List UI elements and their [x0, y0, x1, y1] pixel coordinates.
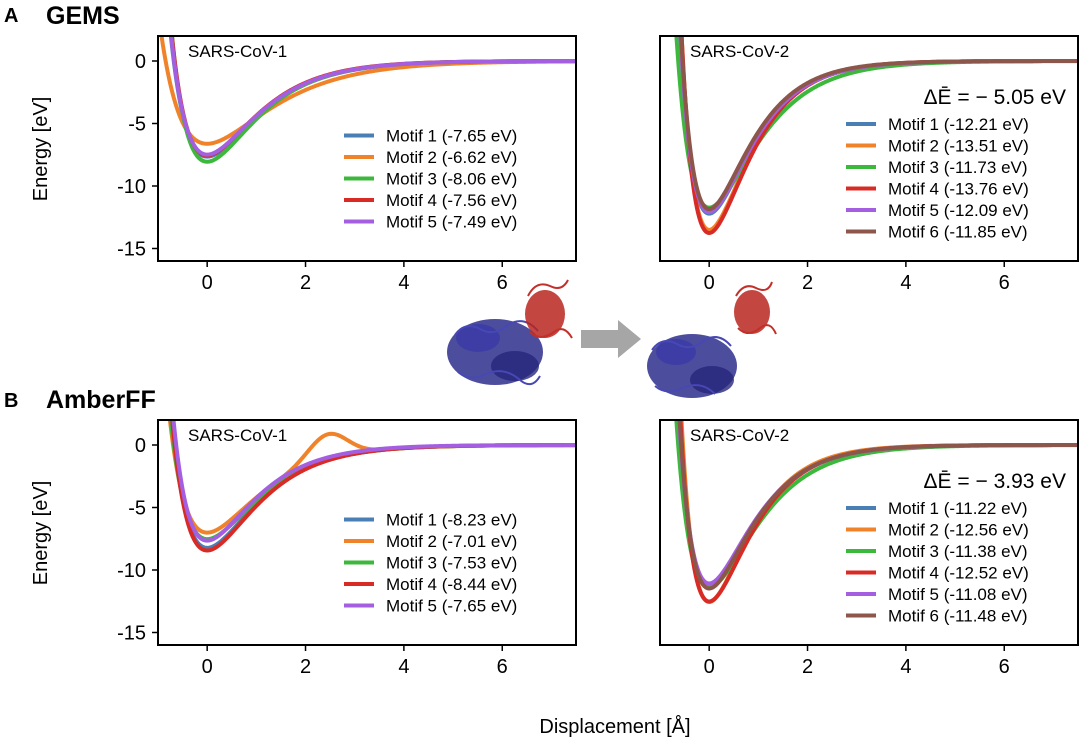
chart-gems-cov1: 0 2 4 6 0 -5 -10 -15 SARS-CoV-1 Motif 1 (-7.65 eV… — [117, 35, 577, 294]
legend-entry: Motif 4 (-7.56 eV) — [386, 191, 517, 210]
legend-entry: Motif 5 (-7.49 eV) — [386, 213, 517, 232]
xlabel-shared: Displacement [Å] — [539, 715, 690, 738]
axes-frame — [157, 419, 577, 646]
y-tick-label: 0 — [135, 51, 146, 73]
series-lines — [159, 36, 576, 164]
legend: Motif 1 (-11.22 eV) Motif 2 (-12.56 eV) Mo… — [846, 499, 1029, 626]
y-tick-label: -5 — [128, 114, 146, 136]
row-b-title: AmberFF — [46, 386, 156, 414]
x-tick-label: 4 — [900, 272, 911, 294]
legend-entry: Motif 1 (-7.65 eV) — [386, 127, 517, 146]
right-arrow-icon — [581, 320, 641, 358]
series-line-motif-6 — [677, 420, 1078, 591]
legend-entry: Motif 3 (-11.73 eV) — [888, 158, 1028, 177]
x-tick-label: 0 — [704, 656, 715, 678]
x-tick-label: 2 — [300, 272, 311, 294]
row-a-title: GEMS — [46, 2, 120, 30]
legend: Motif 1 (-8.23 eV) Motif 2 (-7.01 eV) Moti… — [344, 511, 517, 616]
x-tick-label: 6 — [497, 272, 508, 294]
y-tick-label: -5 — [128, 498, 146, 520]
ylabel-row-a: Energy [eV] — [30, 97, 52, 202]
legend-entry: Motif 3 (-11.38 eV) — [888, 542, 1028, 561]
y-tick-label: -10 — [117, 176, 146, 198]
delta-energy-annotation: ΔĒ = − 3.93 eV — [924, 470, 1066, 493]
series-line-motif-6 — [679, 36, 1078, 212]
x-tick-label: 6 — [999, 656, 1010, 678]
legend-entry: Motif 1 (-11.22 eV) — [888, 499, 1028, 518]
protein-complex-illustration — [447, 279, 777, 398]
legend-entry: Motif 5 (-11.08 eV) — [888, 585, 1028, 604]
legend-entry: Motif 3 (-7.53 eV) — [386, 554, 517, 573]
series-line-motif-5 — [169, 36, 576, 157]
ylabel-row-b: Energy [eV] — [30, 481, 52, 586]
y-tick-label: -10 — [117, 560, 146, 582]
x-tick-label: 0 — [202, 656, 213, 678]
series-line-motif-5 — [171, 420, 576, 543]
protein-right-blue — [647, 334, 737, 398]
legend-entry: Motif 3 (-8.06 eV) — [386, 170, 517, 189]
panel-title: SARS-CoV-2 — [690, 426, 789, 445]
delta-energy-annotation: ΔĒ = − 5.05 eV — [924, 86, 1066, 109]
protein-right-red — [734, 281, 777, 335]
x-tick-label: 2 — [802, 272, 813, 294]
y-tick-label: 0 — [135, 435, 146, 457]
x-tick-label: 4 — [398, 272, 409, 294]
panel-title: SARS-CoV-1 — [188, 426, 287, 445]
x-tick-label: 0 — [202, 272, 213, 294]
legend-entry: Motif 6 (-11.48 eV) — [888, 607, 1028, 626]
chart-amber-cov1: 0 2 4 6 0 -5 -10 -15 SARS-CoV-1 Motif 1 (-8.23 eV… — [117, 419, 577, 678]
x-tick-label: 0 — [704, 272, 715, 294]
chart-gems-cov2: 0 2 4 6 SARS-CoV-2 ΔĒ = − 5.05 eV Motif 1 (-12… — [659, 35, 1079, 294]
row-a-letter: A — [4, 5, 18, 27]
legend-entry: Motif 2 (-12.56 eV) — [888, 521, 1029, 540]
x-tick-label: 6 — [999, 272, 1010, 294]
legend-entry: Motif 4 (-12.52 eV) — [888, 564, 1029, 583]
y-tick-label: -15 — [117, 623, 146, 645]
x-tick-label: 2 — [802, 656, 813, 678]
legend-entry: Motif 2 (-6.62 eV) — [386, 148, 517, 167]
legend: Motif 1 (-12.21 eV) Motif 2 (-13.51 eV) Mo… — [846, 115, 1029, 242]
y-tick-label: -15 — [117, 239, 146, 261]
legend-entry: Motif 4 (-8.44 eV) — [386, 575, 517, 594]
legend-entry: Motif 1 (-12.21 eV) — [888, 115, 1029, 134]
protein-left-red — [525, 279, 573, 339]
panel-title: SARS-CoV-1 — [188, 42, 287, 61]
legend-entry: Motif 6 (-11.85 eV) — [888, 223, 1028, 242]
series-line-motif-3 — [168, 420, 576, 542]
x-tick-label: 6 — [497, 656, 508, 678]
legend-entry: Motif 2 (-13.51 eV) — [888, 137, 1029, 156]
axes-frame — [659, 35, 1079, 262]
series-lines — [167, 420, 576, 553]
axes-frame — [157, 35, 577, 262]
series-lines — [674, 420, 1078, 604]
legend-entry: Motif 1 (-8.23 eV) — [386, 511, 517, 530]
row-b-letter: B — [4, 390, 18, 412]
legend-entry: Motif 4 (-13.76 eV) — [888, 180, 1029, 199]
x-tick-label: 2 — [300, 656, 311, 678]
axes-frame — [659, 419, 1079, 646]
legend-entry: Motif 5 (-12.09 eV) — [888, 201, 1029, 220]
series-lines — [674, 36, 1078, 235]
protein-left-blue — [447, 319, 543, 386]
legend-entry: Motif 2 (-7.01 eV) — [386, 532, 517, 551]
chart-panels: 0 2 4 6 0 -5 -10 -15 SARS-CoV-1 Motif 1 (-7.65 eV… — [117, 35, 1079, 678]
series-line-motif-2 — [167, 420, 576, 535]
x-tick-label: 4 — [900, 656, 911, 678]
panel-title: SARS-CoV-2 — [690, 42, 789, 61]
legend: Motif 1 (-7.65 eV) Motif 2 (-6.62 eV) Moti… — [344, 127, 517, 232]
series-line-motif-2 — [159, 36, 576, 146]
chart-amber-cov2: 0 2 4 6 SARS-CoV-2 ΔĒ = − 3.93 eV Motif 1 (-11… — [659, 419, 1079, 678]
x-tick-label: 4 — [398, 656, 409, 678]
legend-entry: Motif 5 (-7.65 eV) — [386, 597, 517, 616]
